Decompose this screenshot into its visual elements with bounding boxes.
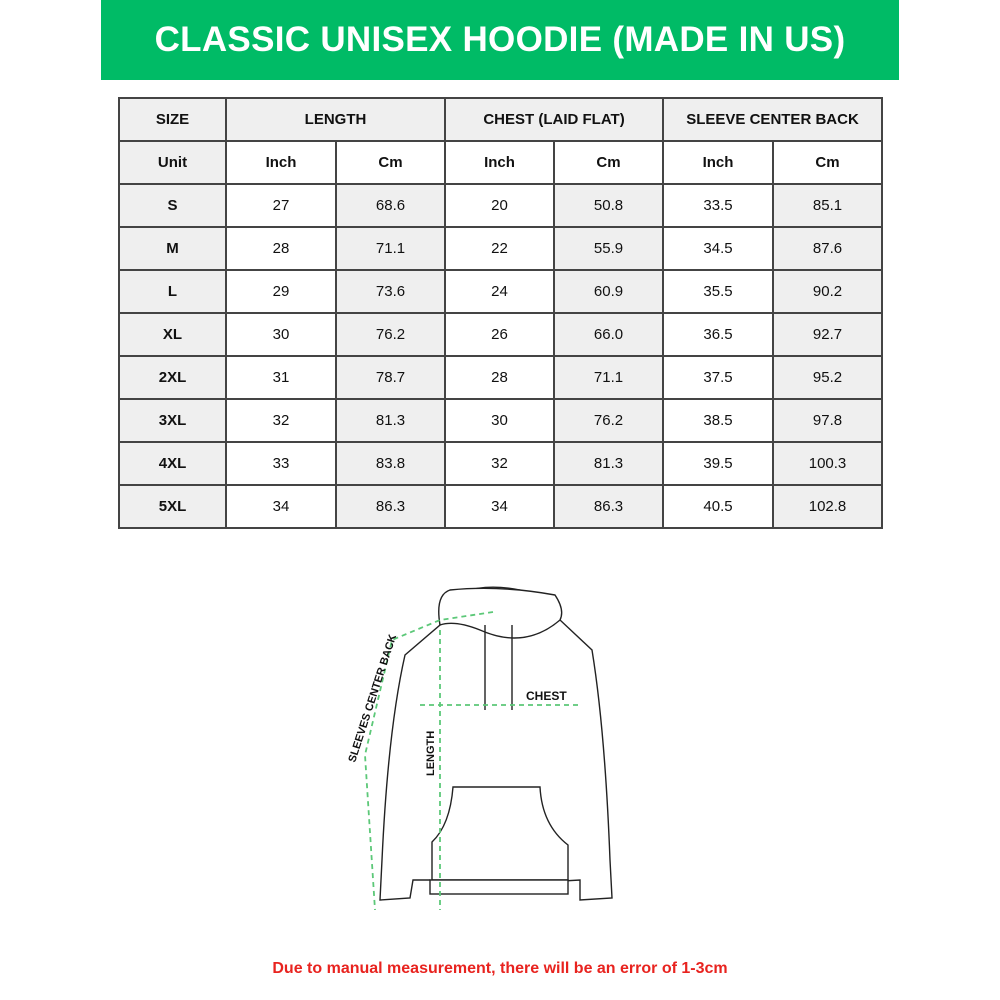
hood [438, 587, 563, 639]
measure-arrows [364, 611, 578, 911]
page-title: CLASSIC UNISEX HOODIE (MADE IN US) [154, 20, 846, 59]
value-cell: 26 [444, 312, 556, 357]
value-cell: 92.7 [772, 312, 884, 357]
size-cell: 2XL [118, 355, 227, 400]
size-cell: 4XL [118, 441, 227, 486]
value-cell: 71.1 [553, 355, 665, 400]
value-cell: 22 [444, 226, 556, 271]
hoodie-diagram: CHEST LENGTH SLEEVES CENTER BACK [346, 586, 613, 911]
table-row: 3XL 32 81.3 30 76.2 38.5 97.8 [118, 398, 884, 443]
value-cell: 31 [225, 355, 337, 400]
value-cell: 81.3 [334, 398, 447, 443]
title-banner: CLASSIC UNISEX HOODIE (MADE IN US) [101, 0, 899, 80]
value-cell: 32 [444, 441, 556, 486]
value-cell: 32 [225, 398, 337, 443]
value-cell: 28 [225, 226, 337, 271]
table-row: M 28 71.1 22 55.9 34.5 87.6 [118, 226, 884, 271]
size-cell: 5XL [118, 484, 227, 529]
value-cell: 102.8 [772, 484, 884, 529]
table-row: 4XL 33 83.8 32 81.3 39.5 100.3 [118, 441, 884, 486]
value-cell: 66.0 [553, 312, 665, 357]
value-cell: 40.5 [662, 484, 775, 529]
value-cell: 38.5 [662, 398, 775, 443]
size-cell: L [118, 269, 227, 314]
value-cell: 83.8 [334, 441, 447, 486]
value-cell: 76.2 [553, 398, 665, 443]
value-cell: 76.2 [334, 312, 447, 357]
chest-label: CHEST [526, 689, 567, 703]
table-row: XL 30 76.2 26 66.0 36.5 92.7 [118, 312, 884, 357]
value-cell: 34 [225, 484, 337, 529]
unit-cell: Cm [334, 140, 447, 185]
unit-cell: Inch [662, 140, 775, 185]
value-cell: 34.5 [662, 226, 775, 271]
unit-cell: Inch [225, 140, 337, 185]
value-cell: 30 [444, 398, 556, 443]
value-cell: 29 [225, 269, 337, 314]
size-cell: 3XL [118, 398, 227, 443]
unit-cell: Inch [444, 140, 556, 185]
value-cell: 33.5 [662, 183, 775, 228]
value-cell: 24 [444, 269, 556, 314]
unit-cell: Cm [772, 140, 884, 185]
value-cell: 85.1 [772, 183, 884, 228]
header-sleeve: SLEEVE CENTER BACK [662, 97, 884, 142]
value-cell: 100.3 [772, 441, 884, 486]
value-cell: 73.6 [334, 269, 447, 314]
size-cell: XL [118, 312, 227, 357]
value-cell: 60.9 [553, 269, 665, 314]
table-row: 2XL 31 78.7 28 71.1 37.5 95.2 [118, 355, 884, 400]
waistband [429, 879, 569, 895]
value-cell: 27 [225, 183, 337, 228]
value-cell: 68.6 [334, 183, 447, 228]
value-cell: 97.8 [772, 398, 884, 443]
header-chest: CHEST (LAID FLAT) [444, 97, 665, 142]
value-cell: 71.1 [334, 226, 447, 271]
value-cell: 87.6 [772, 226, 884, 271]
table-row: 5XL 34 86.3 34 86.3 40.5 102.8 [118, 484, 884, 529]
value-cell: 35.5 [662, 269, 775, 314]
unit-row: Unit Inch Cm Inch Cm Inch Cm [118, 140, 884, 185]
unit-label: Unit [118, 140, 227, 185]
unit-cell: Cm [553, 140, 665, 185]
value-cell: 81.3 [553, 441, 665, 486]
value-cell: 86.3 [334, 484, 447, 529]
value-cell: 86.3 [553, 484, 665, 529]
header-length: LENGTH [224, 97, 447, 142]
value-cell: 36.5 [662, 312, 775, 357]
value-cell: 95.2 [772, 355, 884, 400]
value-cell: 78.7 [334, 355, 447, 400]
size-cell: M [118, 226, 227, 271]
measurement-note: Due to manual measurement, there will be… [272, 960, 728, 977]
value-cell: 90.2 [772, 269, 884, 314]
value-cell: 28 [444, 355, 556, 400]
value-cell: 50.8 [553, 183, 665, 228]
value-cell: 33 [225, 441, 337, 486]
value-cell: 30 [225, 312, 337, 357]
header-row: SIZE LENGTH CHEST (LAID FLAT) SLEEVE CEN… [118, 97, 884, 142]
pocket [431, 786, 569, 881]
table-row: L 29 73.6 24 60.9 35.5 90.2 [118, 269, 884, 314]
value-cell: 20 [444, 183, 556, 228]
length-label: LENGTH [425, 731, 437, 776]
value-cell: 37.5 [662, 355, 775, 400]
size-cell: S [118, 183, 227, 228]
size-chart-table: SIZE LENGTH CHEST (LAID FLAT) SLEEVE CEN… [118, 97, 884, 529]
value-cell: 34 [444, 484, 556, 529]
value-cell: 55.9 [553, 226, 665, 271]
value-cell: 39.5 [662, 441, 775, 486]
header-size: SIZE [118, 97, 227, 142]
table-row: S 27 68.6 20 50.8 33.5 85.1 [118, 183, 884, 228]
